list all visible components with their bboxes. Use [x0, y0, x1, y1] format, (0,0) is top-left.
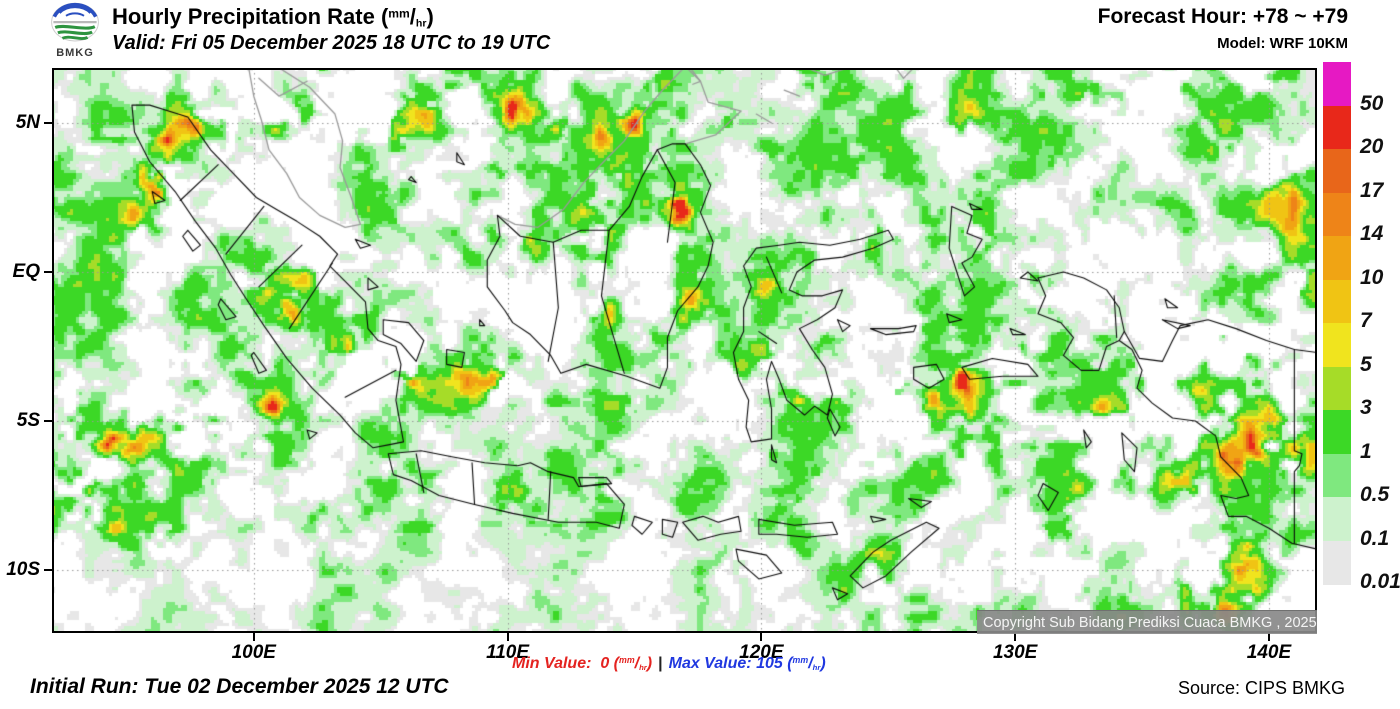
lon-label-140E: 140E [1246, 642, 1292, 663]
precipitation-colorbar: 50 20 17 14 10 7 5 3 1 0.5 0.1 0.01 [1323, 62, 1400, 607]
min-unit: (mm/hr) [613, 655, 653, 672]
colorbar-segment-17 [1323, 149, 1351, 193]
colorbar-label-0.1: 0.1 [1360, 526, 1390, 550]
colorbar-label-10: 10 [1360, 265, 1384, 289]
lon-label-110E: 110E [486, 642, 530, 663]
lon-tick-140E [1267, 633, 1270, 641]
initial-run-label: Initial Run: Tue 02 December 2025 12 UTC [30, 675, 449, 698]
title-unit: (mm/hr) [380, 4, 434, 30]
colorbar-segment-0.1 [1323, 497, 1351, 541]
bmkg-logo-caption: BMKG [56, 47, 94, 59]
lat-label-10S: 10S [6, 559, 40, 580]
max-value-label: Max Value: 105 (mm/hr) [668, 655, 826, 672]
colorbar-segment-1 [1323, 410, 1351, 454]
model-label: Model: WRF 10KM [1217, 35, 1348, 52]
colorbar-label-5: 5 [1360, 352, 1372, 376]
colorbar-segment-0.5 [1323, 453, 1351, 498]
colorbar-label-50: 50 [1360, 91, 1384, 115]
colorbar-label-0.01: 0.01 [1360, 570, 1400, 593]
lon-label-130E: 130E [992, 642, 1038, 663]
colorbar-label-17: 17 [1360, 178, 1384, 202]
copyright-overlay: Copyright Sub Bidang Prediksi Cuaca BMKG… [977, 610, 1317, 634]
lat-tick-5N [44, 122, 52, 124]
lat-tick-5S [44, 420, 52, 422]
minmax-line: Min Value: 0 (mm/hr) | Max Value: 105 (mm/… [512, 655, 826, 673]
colorbar-label-14: 14 [1360, 222, 1384, 245]
source-label: Source: CIPS BMKG [1177, 678, 1345, 698]
precipitation-map-canvas [52, 68, 1317, 633]
lon-label-120E: 120E [739, 642, 784, 663]
bmkg-logo: BMKG [46, 2, 104, 59]
max-unit: (mm/hr) [787, 655, 826, 672]
colorbar-segment-0.01 [1323, 540, 1351, 585]
colorbar-segment-10 [1323, 236, 1351, 280]
lon-label-100E: 100E [231, 642, 276, 663]
lon-tick-100E [252, 633, 255, 641]
page-title: Hourly Precipitation Rate (mm/hr) [112, 4, 434, 30]
lat-label-5S: 5S [16, 410, 40, 431]
colorbar-segment-7 [1323, 279, 1351, 324]
lat-label-EQ: EQ [12, 261, 40, 282]
lat-tick-EQ [44, 271, 52, 273]
max-value: 105 [756, 655, 783, 672]
lon-tick-130E [1014, 633, 1017, 641]
min-value: 0 [600, 655, 610, 672]
page-title-text: Hourly Precipitation Rate [112, 4, 381, 29]
min-value-label: Min Value: 0 (mm/hr) [512, 655, 653, 672]
bmkg-logo-icon [51, 2, 99, 42]
colorbar-label-20: 20 [1360, 135, 1384, 158]
colorbar-segment-20 [1323, 105, 1351, 150]
colorbar-label-0.5: 0.5 [1360, 483, 1390, 506]
lat-tick-10S [44, 569, 52, 571]
colorbar-segment-50 [1323, 62, 1351, 106]
colorbar-segment-5 [1323, 323, 1351, 367]
colorbar-label-7: 7 [1360, 309, 1372, 332]
lon-tick-110E [506, 633, 509, 641]
colorbar-segment-14 [1323, 192, 1351, 237]
valid-time-label: Valid: Fri 05 December 2025 18 UTC to 19… [112, 32, 551, 54]
colorbar-label-1: 1 [1360, 439, 1372, 463]
colorbar-label-3: 3 [1360, 396, 1372, 419]
lon-tick-120E [760, 633, 763, 641]
colorbar-segment-3 [1323, 366, 1351, 411]
forecast-hour-label: Forecast Hour: +78 ~ +79 [1097, 5, 1348, 28]
lat-label-5N: 5N [15, 112, 40, 133]
minmax-separator: | [658, 655, 663, 672]
